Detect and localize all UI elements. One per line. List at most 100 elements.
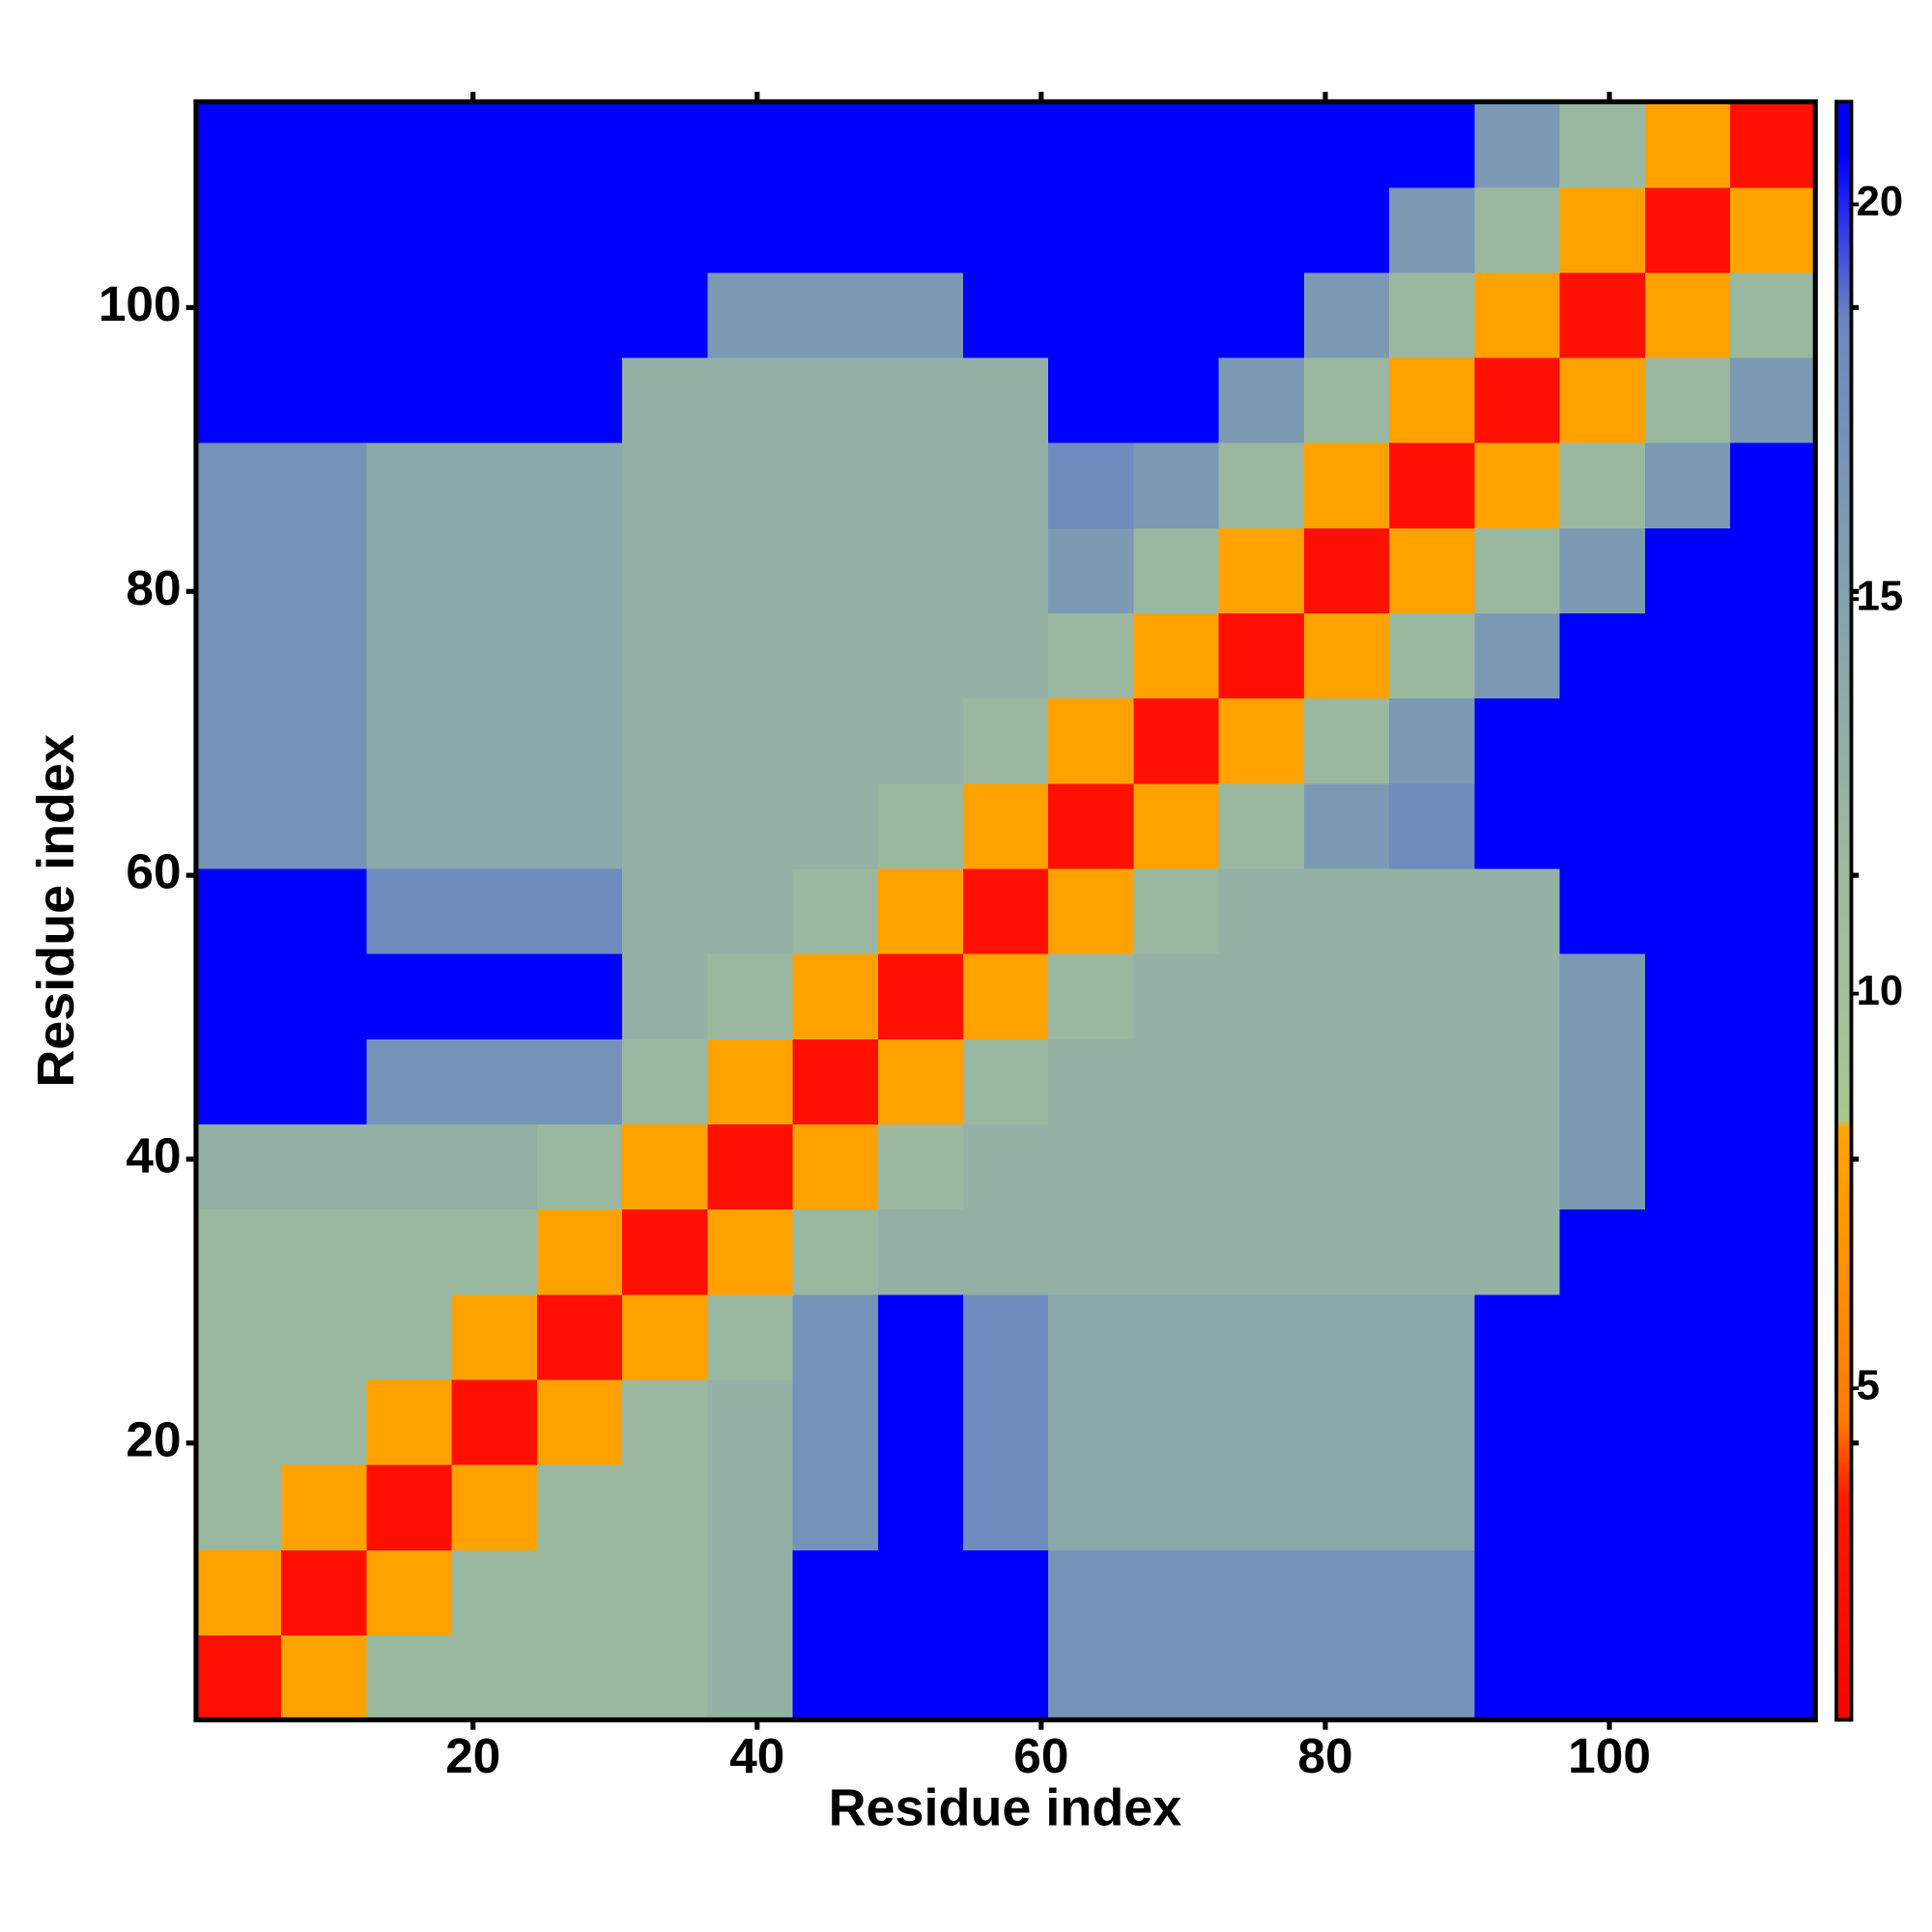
heatmap-cell [366, 782, 453, 869]
heatmap-cell [1474, 356, 1561, 443]
heatmap-cell [1048, 527, 1135, 614]
heatmap-cell [1644, 1463, 1731, 1550]
heatmap-cell [1389, 1549, 1476, 1635]
heatmap-cell [1048, 782, 1135, 869]
heatmap-cell [1389, 356, 1476, 443]
heatmap-cell [1389, 527, 1476, 614]
heatmap-cell [1474, 271, 1561, 358]
heatmap-cell [962, 441, 1049, 528]
heatmap-cell [1559, 782, 1646, 869]
heatmap-cell [1644, 612, 1731, 699]
heatmap-cell [536, 1123, 623, 1210]
heatmap-cell [622, 782, 709, 869]
heatmap-cell [1644, 527, 1731, 614]
heatmap-cell [1474, 1038, 1561, 1125]
heatmap-cell [707, 527, 794, 614]
heatmap-cell [195, 1293, 282, 1380]
heatmap-cell [536, 271, 623, 358]
heatmap-cell [281, 527, 368, 614]
heatmap-cell [1048, 952, 1135, 1039]
heatmap-cell [707, 867, 794, 954]
heatmap-cell [1559, 1549, 1646, 1635]
heatmap-cell [536, 1549, 623, 1635]
heatmap-cell [281, 867, 368, 954]
heatmap-cell [281, 1549, 368, 1635]
heatmap-cell [707, 952, 794, 1039]
heatmap-cell [1389, 441, 1476, 528]
heatmap-cell [877, 1463, 964, 1550]
heatmap-cell [281, 356, 368, 443]
heatmap-cell [1303, 101, 1390, 188]
heatmap-cell [1474, 1634, 1561, 1721]
heatmap-cell [962, 1123, 1049, 1210]
heatmap-cell [1474, 782, 1561, 869]
heatmap-cell [536, 1463, 623, 1550]
heatmap-cell [1389, 1463, 1476, 1550]
heatmap-cell [536, 1208, 623, 1295]
heatmap-cell [1559, 697, 1646, 784]
heatmap-cell [1133, 441, 1220, 528]
heatmap-cell [1303, 186, 1390, 273]
heatmap-cell [1133, 1634, 1220, 1721]
heatmap-cell [962, 867, 1049, 954]
heatmap-cell [366, 1463, 453, 1550]
colorbar-tick-label: 5 [1857, 1362, 1880, 1409]
heatmap-cell [1389, 1634, 1476, 1721]
heatmap-cell [792, 1208, 879, 1295]
heatmap-cell [366, 612, 453, 699]
heatmap-cell [962, 1038, 1049, 1125]
heatmap-cell [195, 1463, 282, 1550]
heatmap-cell [281, 441, 368, 528]
heatmap-cell [1303, 782, 1390, 869]
heatmap-cell [707, 441, 794, 528]
heatmap-cell [792, 356, 879, 443]
heatmap-cell [1048, 441, 1135, 528]
heatmap-cell [1559, 356, 1646, 443]
heatmap-cell [1389, 271, 1476, 358]
heatmap-cell [1048, 1038, 1135, 1125]
heatmap-cell [1730, 1463, 1817, 1550]
heatmap-cell [1303, 271, 1390, 358]
heatmap-cell [792, 1123, 879, 1210]
heatmap-cell [1474, 697, 1561, 784]
heatmap-cell [1644, 1293, 1731, 1380]
heatmap-cell [1730, 186, 1817, 273]
heatmap-cell [451, 356, 538, 443]
heatmap-cell [281, 782, 368, 869]
heatmap-cell [792, 1293, 879, 1380]
heatmap-cell [1389, 1123, 1476, 1210]
heatmap-cell [451, 782, 538, 869]
x-tick-label: 40 [729, 1727, 784, 1783]
heatmap-cell [962, 527, 1049, 614]
heatmap-cell [707, 186, 794, 273]
colorbar-tick-label: 10 [1857, 967, 1904, 1014]
heatmap-cell [195, 101, 282, 188]
heatmap-cell [536, 952, 623, 1039]
heatmap-cell [1218, 1038, 1305, 1125]
heatmap-cell [536, 441, 623, 528]
heatmap-cell [622, 186, 709, 273]
heatmap-cell [536, 1293, 623, 1380]
heatmap-cell [962, 612, 1049, 699]
heatmap-cell [366, 1293, 453, 1380]
heatmap-cell [366, 527, 453, 614]
heatmap-cell [281, 1378, 368, 1465]
heatmap-cell [962, 101, 1049, 188]
colorbar-tick-label: 15 [1857, 573, 1904, 620]
heatmap-cell [366, 1378, 453, 1465]
y-tick-label: 80 [126, 559, 181, 615]
heatmap-cell [1218, 1378, 1305, 1465]
heatmap-cell [877, 867, 964, 954]
heatmap-cell [1730, 1634, 1817, 1721]
heatmap-cell [962, 271, 1049, 358]
heatmap-cell [1644, 101, 1731, 188]
heatmap-cell [1133, 1293, 1220, 1380]
heatmap-cell [1474, 952, 1561, 1039]
heatmap-cell [536, 101, 623, 188]
heatmap-cell [1730, 1378, 1817, 1465]
heatmap-cell [1303, 1549, 1390, 1635]
heatmap-cell [1133, 1549, 1220, 1635]
heatmap-cell [536, 697, 623, 784]
heatmap-cell [366, 271, 453, 358]
